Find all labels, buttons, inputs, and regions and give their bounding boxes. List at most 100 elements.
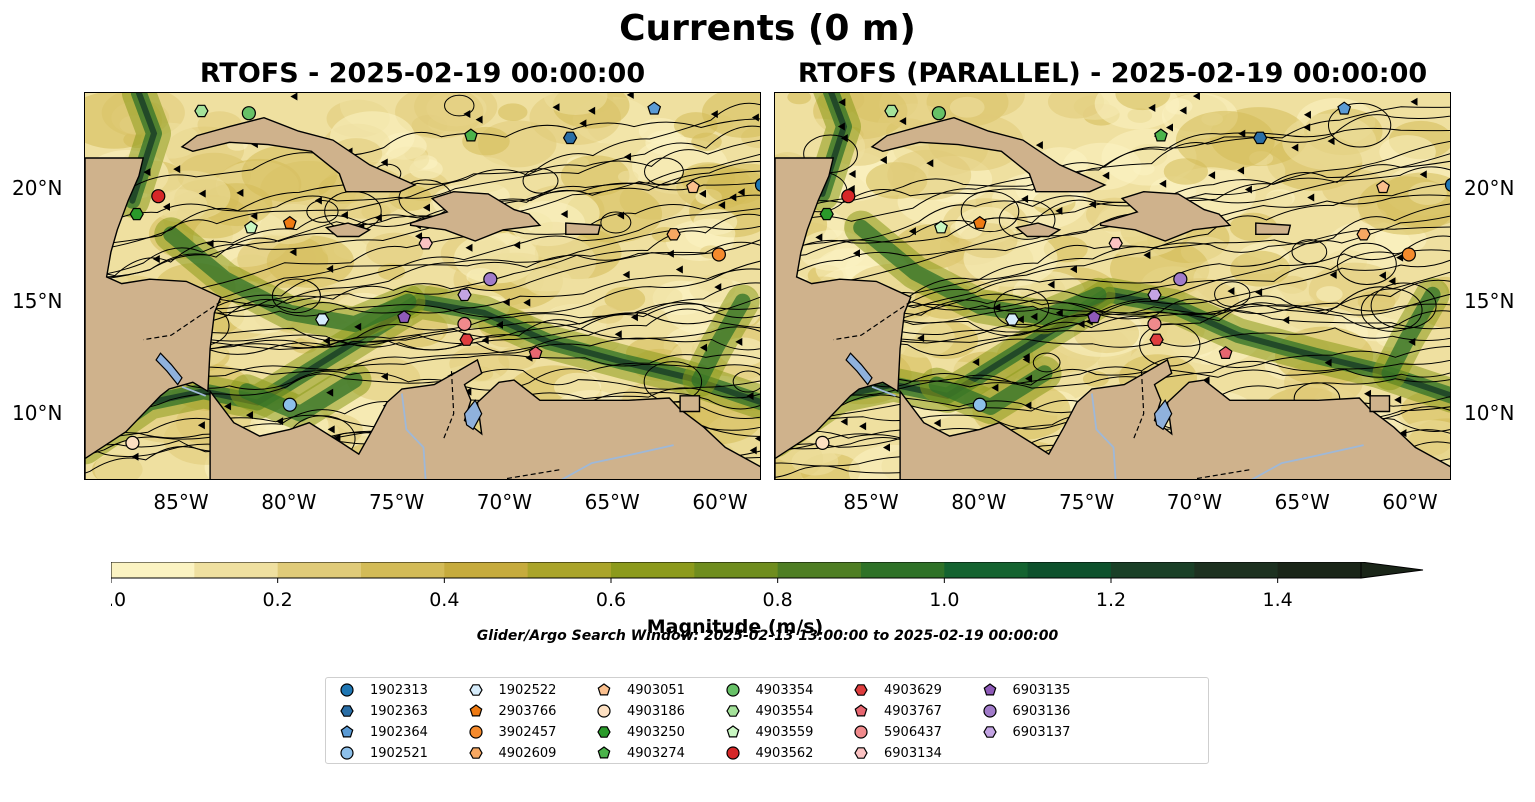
lon-tick-label: 70°W xyxy=(476,490,533,514)
lat-tick-label: 20°N xyxy=(12,176,63,201)
legend-item: 4903562 xyxy=(724,743,813,763)
left-panel-title: RTOFS - 2025-02-19 00:00:00 xyxy=(199,58,646,89)
float-marker-4903250 xyxy=(819,207,834,221)
legend-marker xyxy=(468,747,483,759)
legend-item: 6903134 xyxy=(852,743,942,763)
colorbar-bin xyxy=(1277,562,1362,578)
legend-marker xyxy=(469,704,482,717)
lat-tick-label: 15°N xyxy=(1464,288,1515,313)
lon-tick-label: 65°W xyxy=(1274,490,1330,514)
legend-marker xyxy=(854,725,868,739)
float-marker-6903134 xyxy=(418,237,433,250)
colorbar-bin xyxy=(1111,562,1195,578)
hexagon-marker-icon xyxy=(597,726,611,738)
legend-marker xyxy=(597,704,611,718)
float-marker-6903136 xyxy=(483,272,498,287)
float-marker-5906437 xyxy=(457,316,472,332)
pentagon-marker-icon xyxy=(597,746,611,759)
colorbar-bin xyxy=(527,562,612,578)
colorbar-tick-label: 0.6 xyxy=(596,589,626,611)
legend-label: 4903274 xyxy=(627,745,685,761)
float-marker-1902364 xyxy=(647,101,662,115)
pentagon-marker-icon xyxy=(983,683,996,696)
legend-item: 1902363 xyxy=(338,701,428,721)
circle-marker-icon xyxy=(982,704,997,718)
colorbar-bin xyxy=(1027,562,1112,578)
float-marker-5906437 xyxy=(1147,316,1162,332)
legend-label: 1902522 xyxy=(498,682,557,698)
hexagon-marker-icon xyxy=(725,705,740,717)
circle-marker-icon xyxy=(340,683,354,697)
circle-marker-icon xyxy=(468,725,483,739)
lon-tick-label: 75°W xyxy=(1059,490,1115,514)
circle-marker-icon xyxy=(340,746,354,760)
float-marker-6903136 xyxy=(1173,272,1188,287)
legend-marker xyxy=(340,683,354,697)
colorbar-bin xyxy=(361,562,445,578)
float-marker-6903137 xyxy=(1147,288,1162,302)
legend-marker xyxy=(340,705,354,717)
legend-marker xyxy=(597,726,611,738)
legend-label: 6903137 xyxy=(1012,724,1071,740)
lon-tick-label: 80°W xyxy=(261,490,317,514)
pentagon-marker-icon xyxy=(726,725,739,738)
legend-item: 1902313 xyxy=(338,680,428,700)
pentagon-marker-icon xyxy=(854,704,868,717)
float-marker-2903766 xyxy=(972,215,987,229)
float-marker-1902363 xyxy=(562,131,578,145)
legend-label: 4903767 xyxy=(884,703,942,719)
legend-label: 6903135 xyxy=(1012,682,1071,698)
legend-item: 1902521 xyxy=(338,743,428,763)
float-marker-1902364 xyxy=(1337,101,1352,115)
legend-label: 1902363 xyxy=(370,703,428,719)
legend-marker xyxy=(725,746,740,760)
float-marker-1902522 xyxy=(1005,313,1020,326)
legend-label: 5906437 xyxy=(884,724,942,740)
legend-item: 4902609 xyxy=(467,743,556,763)
colorbar-bin xyxy=(777,562,862,578)
legend-item: 1902364 xyxy=(338,722,428,742)
lon-tick-label: 85°W xyxy=(153,490,209,514)
pentagon-marker-icon xyxy=(469,704,482,717)
lon-tick-label: 60°W xyxy=(692,490,748,514)
float-marker-1902521 xyxy=(972,397,987,412)
circle-marker-icon xyxy=(597,704,611,718)
legend-marker xyxy=(982,704,997,718)
lat-tick-label: 20°N xyxy=(1464,176,1515,201)
float-marker-4903186 xyxy=(815,435,830,450)
lon-tick-label: 75°W xyxy=(369,490,425,514)
float-marker-1902363 xyxy=(1252,131,1268,145)
map-panel-rtofs-parallel xyxy=(774,92,1451,480)
hexagon-marker-icon xyxy=(340,705,354,717)
legend-marker xyxy=(597,746,611,759)
legend-item: 4903559 xyxy=(724,722,813,742)
float-marker-4902609 xyxy=(666,228,681,241)
legend-label: 1902364 xyxy=(370,724,428,740)
float-marker-4903051 xyxy=(1376,179,1390,194)
colorbar-bin xyxy=(1194,562,1279,578)
legend-item: 3902457 xyxy=(467,722,556,742)
float-marker-2903766 xyxy=(282,215,297,229)
float-marker-4903562 xyxy=(151,189,166,204)
legend-marker xyxy=(725,683,740,697)
colorbar-extend-arrow xyxy=(1360,562,1424,579)
float-marker-1902521 xyxy=(282,397,297,412)
legend-marker xyxy=(597,683,611,696)
legend-item: 6903137 xyxy=(981,722,1071,742)
colorbar-tick-label: 1.4 xyxy=(1263,589,1293,611)
legend-label: 4903051 xyxy=(627,682,685,698)
hexagon-marker-icon xyxy=(854,747,868,759)
float-marker-4903354 xyxy=(241,106,256,121)
legend-item: 6903135 xyxy=(981,680,1071,700)
float-legend: 1902313 1902363 1902364 1902521 1902522 29037… xyxy=(325,677,1209,764)
legend-marker xyxy=(340,746,354,760)
float-marker-4903554 xyxy=(194,104,209,118)
legend-label: 6903134 xyxy=(884,745,942,761)
legend-label: 4903186 xyxy=(627,703,685,719)
colorbar-bin xyxy=(694,562,779,578)
float-marker-4902609 xyxy=(1356,228,1371,241)
float-marker-4903767 xyxy=(1218,345,1233,359)
float-marker-4903274 xyxy=(1154,128,1168,142)
hexagon-marker-icon xyxy=(854,684,868,696)
legend-item: 2903766 xyxy=(467,701,556,721)
